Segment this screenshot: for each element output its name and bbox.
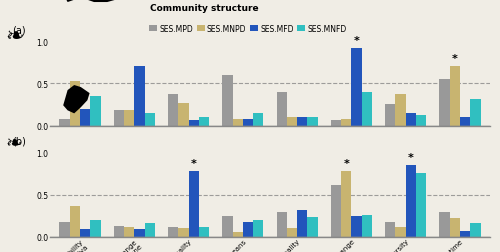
Text: *: *	[408, 152, 414, 162]
Bar	[287, 118, 297, 126]
Bar	[385, 105, 396, 126]
Legend: SES.MPD, SES.MNPD, SES.MFD, SES.MNFD: SES.MPD, SES.MNPD, SES.MFD, SES.MNFD	[146, 21, 350, 37]
Bar	[406, 166, 416, 237]
Bar	[243, 222, 253, 237]
Bar	[253, 113, 264, 126]
Bar	[341, 119, 351, 126]
Bar	[178, 103, 188, 126]
Text: Community structure: Community structure	[150, 4, 258, 13]
Bar	[440, 212, 450, 237]
Text: (b): (b)	[12, 136, 26, 146]
Bar	[450, 67, 460, 126]
Text: *: *	[452, 54, 458, 64]
Bar	[440, 80, 450, 126]
Bar	[362, 215, 372, 237]
Bar	[134, 229, 144, 237]
Bar	[450, 218, 460, 237]
Bar	[188, 120, 199, 126]
Bar	[297, 118, 308, 126]
Bar	[134, 67, 144, 126]
Text: *: *	[190, 158, 196, 168]
Bar	[253, 220, 264, 237]
Bar	[199, 118, 209, 126]
Bar	[460, 118, 470, 126]
Bar	[297, 210, 308, 237]
Bar	[178, 229, 188, 237]
Bar	[276, 212, 287, 237]
Bar	[416, 173, 426, 237]
Text: ❧: ❧	[5, 134, 21, 152]
Bar	[362, 92, 372, 126]
Bar	[308, 217, 318, 237]
Bar	[396, 227, 406, 237]
Bar	[222, 216, 232, 237]
PathPatch shape	[63, 0, 127, 3]
Bar	[90, 97, 101, 126]
Bar	[188, 171, 199, 237]
Bar	[352, 216, 362, 237]
Bar	[396, 95, 406, 126]
Bar	[460, 231, 470, 237]
Bar	[308, 118, 318, 126]
Text: ❧: ❧	[5, 26, 24, 46]
Bar	[59, 223, 70, 237]
Bar	[470, 224, 481, 237]
Text: *: *	[344, 158, 349, 168]
Bar	[341, 171, 351, 237]
Text: (a): (a)	[12, 25, 26, 35]
Bar	[80, 110, 90, 126]
Text: *: *	[354, 35, 360, 45]
Bar	[276, 92, 287, 126]
Bar	[222, 76, 232, 126]
Bar	[406, 113, 416, 126]
Bar	[124, 111, 134, 126]
Bar	[168, 227, 178, 237]
PathPatch shape	[63, 86, 90, 114]
Bar	[243, 119, 253, 126]
Bar	[144, 113, 155, 126]
Bar	[168, 95, 178, 126]
Bar	[385, 223, 396, 237]
Bar	[144, 224, 155, 237]
Bar	[416, 115, 426, 126]
Bar	[80, 229, 90, 237]
Bar	[331, 121, 341, 126]
Bar	[470, 99, 481, 126]
Bar	[352, 49, 362, 126]
Bar	[199, 227, 209, 237]
Bar	[59, 119, 70, 126]
Bar	[331, 185, 341, 237]
Bar	[232, 119, 243, 126]
Bar	[114, 111, 124, 126]
Bar	[70, 81, 80, 126]
Bar	[232, 232, 243, 237]
Bar	[90, 220, 101, 237]
Bar	[124, 227, 134, 237]
Bar	[70, 206, 80, 237]
Bar	[287, 229, 297, 237]
Bar	[114, 226, 124, 237]
